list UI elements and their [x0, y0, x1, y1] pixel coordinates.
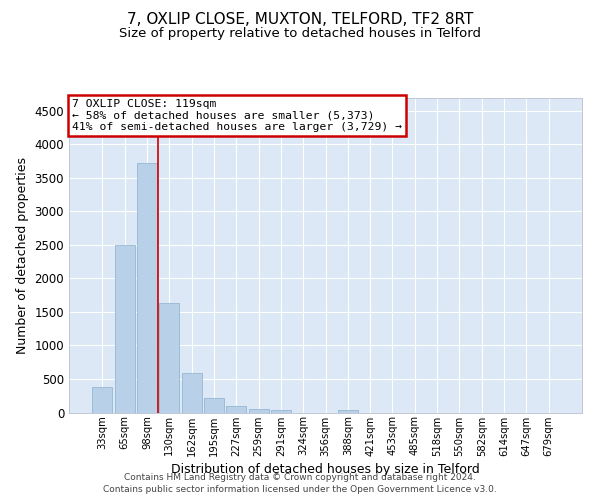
Bar [204, 398, 224, 412]
Text: Contains HM Land Registry data © Crown copyright and database right 2024.: Contains HM Land Registry data © Crown c… [124, 472, 476, 482]
Y-axis label: Number of detached properties: Number of detached properties [16, 156, 29, 354]
Bar [271, 410, 291, 412]
Text: Size of property relative to detached houses in Telford: Size of property relative to detached ho… [119, 28, 481, 40]
Text: 7 OXLIP CLOSE: 119sqm
← 58% of detached houses are smaller (5,373)
41% of semi-d: 7 OXLIP CLOSE: 119sqm ← 58% of detached … [71, 99, 401, 132]
Text: Contains public sector information licensed under the Open Government Licence v3: Contains public sector information licen… [103, 485, 497, 494]
Bar [182, 373, 202, 412]
Bar [137, 163, 157, 412]
Text: 7, OXLIP CLOSE, MUXTON, TELFORD, TF2 8RT: 7, OXLIP CLOSE, MUXTON, TELFORD, TF2 8RT [127, 12, 473, 28]
Bar [248, 409, 269, 412]
Bar [92, 387, 112, 412]
Bar [338, 410, 358, 412]
Bar [159, 302, 179, 412]
X-axis label: Distribution of detached houses by size in Telford: Distribution of detached houses by size … [171, 462, 480, 475]
Bar [115, 245, 135, 412]
Bar [226, 406, 246, 412]
